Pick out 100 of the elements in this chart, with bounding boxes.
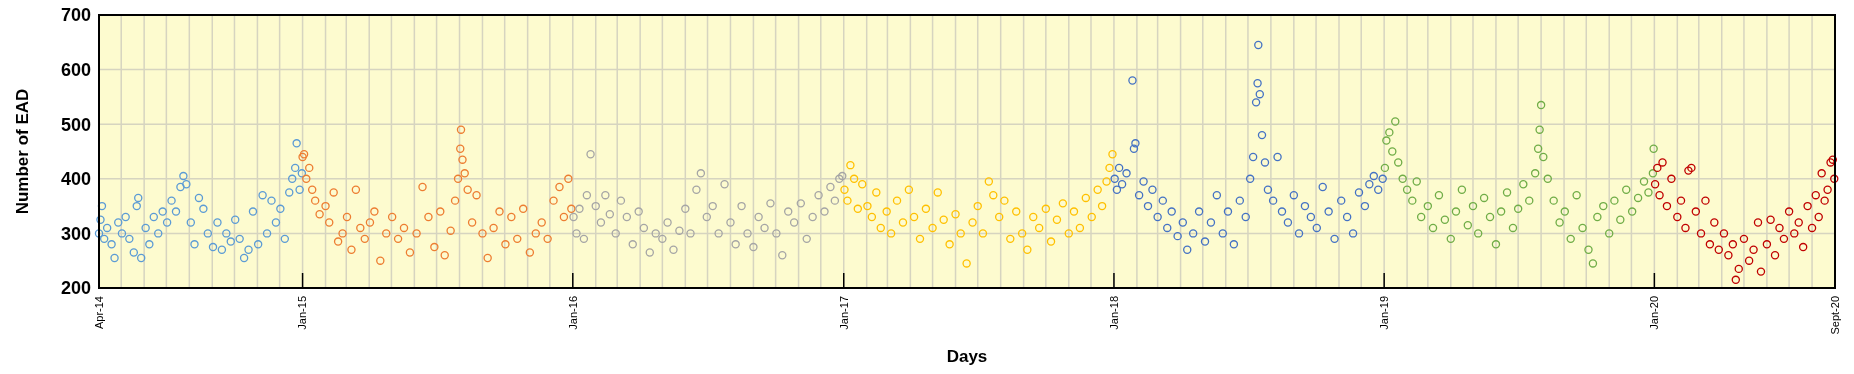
point bbox=[634, 207, 643, 216]
point bbox=[1087, 212, 1096, 222]
point bbox=[1756, 267, 1766, 276]
point bbox=[399, 223, 409, 233]
point bbox=[1034, 223, 1044, 233]
point bbox=[418, 182, 427, 192]
point bbox=[1446, 234, 1455, 244]
point bbox=[1616, 215, 1625, 224]
point bbox=[226, 237, 235, 246]
point bbox=[921, 204, 931, 214]
point bbox=[543, 234, 552, 244]
point bbox=[766, 199, 775, 208]
point bbox=[171, 207, 181, 216]
point bbox=[1468, 201, 1478, 211]
point bbox=[297, 169, 307, 178]
x-tick-label: Apr-14 bbox=[92, 296, 105, 330]
point bbox=[1183, 245, 1192, 254]
point bbox=[458, 155, 467, 164]
point bbox=[325, 218, 334, 227]
point bbox=[876, 223, 885, 233]
point bbox=[329, 188, 338, 197]
point bbox=[276, 204, 285, 214]
point bbox=[222, 229, 231, 238]
point bbox=[675, 226, 684, 235]
point bbox=[1753, 218, 1763, 227]
point bbox=[136, 253, 146, 263]
point bbox=[489, 223, 498, 233]
point bbox=[572, 229, 581, 238]
point bbox=[483, 253, 492, 263]
point bbox=[1714, 245, 1723, 254]
point bbox=[1705, 240, 1715, 249]
point bbox=[285, 188, 294, 197]
point bbox=[531, 229, 540, 238]
point bbox=[720, 180, 729, 189]
point bbox=[651, 229, 660, 238]
point bbox=[1318, 182, 1327, 192]
point bbox=[405, 248, 415, 257]
point bbox=[1770, 251, 1780, 260]
point bbox=[1826, 158, 1835, 167]
point bbox=[1112, 185, 1122, 194]
point bbox=[1648, 169, 1658, 178]
point bbox=[989, 190, 998, 200]
point bbox=[478, 229, 487, 238]
point bbox=[1283, 218, 1293, 227]
point bbox=[1402, 185, 1412, 194]
point bbox=[1374, 185, 1383, 194]
point bbox=[1633, 193, 1643, 203]
point bbox=[1584, 245, 1593, 254]
point bbox=[853, 204, 863, 214]
point bbox=[271, 218, 281, 227]
point bbox=[1380, 163, 1390, 173]
point bbox=[904, 185, 914, 194]
y-axis-title: Number of EAD bbox=[13, 88, 32, 215]
point bbox=[310, 196, 320, 205]
point bbox=[338, 229, 347, 238]
point bbox=[1263, 185, 1273, 194]
point bbox=[299, 150, 309, 159]
point bbox=[1388, 147, 1397, 156]
point bbox=[1823, 185, 1832, 194]
point bbox=[1354, 188, 1364, 197]
x-tick-label: Jan-19 bbox=[1378, 296, 1391, 330]
point bbox=[951, 210, 960, 219]
point bbox=[1719, 229, 1729, 238]
point bbox=[591, 201, 600, 211]
point bbox=[939, 215, 948, 224]
point bbox=[886, 229, 896, 238]
point bbox=[838, 171, 847, 181]
point bbox=[760, 223, 769, 233]
point bbox=[1572, 190, 1581, 200]
point bbox=[463, 185, 472, 194]
point bbox=[1463, 221, 1473, 230]
point bbox=[1588, 259, 1598, 268]
point bbox=[351, 185, 361, 194]
point bbox=[909, 212, 919, 222]
point bbox=[1206, 218, 1216, 227]
point bbox=[167, 196, 176, 205]
point bbox=[596, 218, 606, 227]
point bbox=[1423, 201, 1433, 211]
y-tick-label: 700 bbox=[60, 5, 91, 26]
point bbox=[1257, 130, 1267, 140]
point bbox=[1762, 240, 1772, 249]
point bbox=[1006, 234, 1015, 244]
point bbox=[1502, 188, 1512, 197]
point bbox=[1131, 139, 1140, 148]
point bbox=[292, 139, 301, 148]
point bbox=[1017, 229, 1027, 238]
point bbox=[387, 212, 397, 222]
point bbox=[702, 212, 711, 222]
point bbox=[501, 240, 510, 249]
point bbox=[1696, 229, 1706, 238]
point bbox=[1245, 174, 1255, 184]
point bbox=[1830, 174, 1839, 184]
point bbox=[1093, 185, 1102, 194]
point bbox=[611, 229, 620, 238]
point bbox=[1814, 212, 1823, 222]
point bbox=[134, 193, 143, 203]
point bbox=[186, 218, 196, 227]
point bbox=[94, 229, 104, 238]
point bbox=[601, 190, 610, 200]
point bbox=[898, 218, 908, 227]
